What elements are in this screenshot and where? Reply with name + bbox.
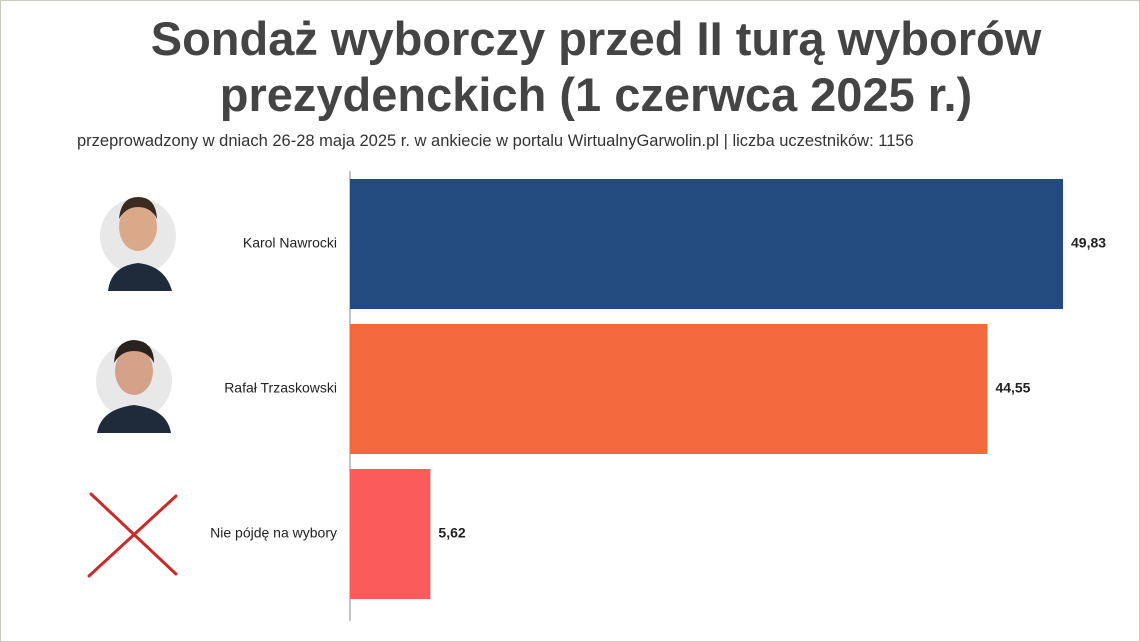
category-label: Rafał Trzaskowski <box>224 380 337 396</box>
value-label: 44,55 <box>995 380 1030 396</box>
category-label: Nie pójdę na wybory <box>210 525 337 541</box>
chart-title: Sondaż wyborczy przed II turą wyborów pr… <box>150 12 1042 121</box>
value-label: 5,62 <box>438 525 465 541</box>
bar <box>350 179 1063 309</box>
category-label: Karol Nawrocki <box>243 235 337 251</box>
photo-1 <box>100 197 176 291</box>
chart-subtitle: przeprowadzony w dniach 26-28 maja 2025 … <box>77 132 914 150</box>
cross-icon <box>87 492 178 578</box>
bar <box>350 324 988 454</box>
value-label: 49,83 <box>1071 235 1106 251</box>
bar <box>350 469 431 599</box>
photo-2 <box>96 340 172 433</box>
